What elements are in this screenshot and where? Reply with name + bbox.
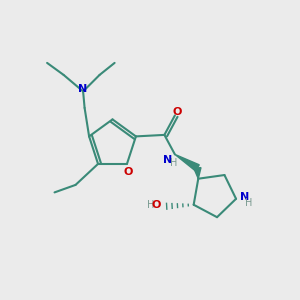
Text: N: N [79,84,88,94]
Text: N: N [163,155,172,165]
Text: H: H [245,198,252,208]
Polygon shape [175,154,199,171]
Polygon shape [194,168,201,179]
Text: O: O [172,107,182,117]
Text: O: O [152,200,161,210]
Text: O: O [124,167,133,177]
Text: H: H [147,200,155,210]
Text: H: H [170,158,177,168]
Text: N: N [240,192,250,202]
